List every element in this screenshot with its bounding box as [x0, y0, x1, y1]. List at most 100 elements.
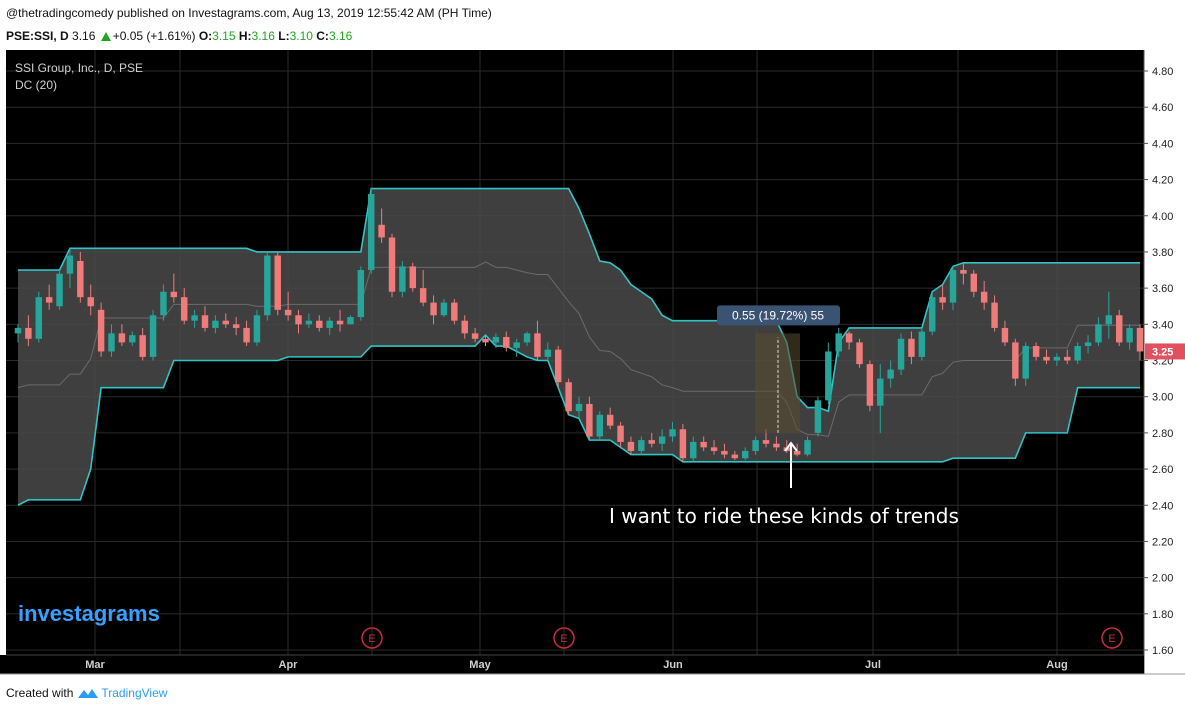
candle	[503, 331, 510, 352]
candle	[877, 364, 884, 433]
candle	[25, 315, 32, 347]
annotation-arrow	[784, 441, 798, 488]
y-tick-label: 2.00	[1152, 573, 1173, 585]
candle	[742, 447, 749, 461]
candle	[929, 291, 936, 336]
footer: Created with TradingView	[6, 686, 167, 700]
candle	[1095, 317, 1102, 347]
candle	[908, 331, 915, 365]
candle	[1032, 342, 1040, 361]
high-label: H:	[238, 29, 252, 43]
candle	[108, 324, 115, 357]
candle	[721, 443, 728, 459]
x-tick-label: Mar	[85, 659, 105, 671]
candle	[617, 422, 624, 448]
ohlc-header: PSE:SSI, D 3.16 +0.05 (+1.61%) O:3.15 H:…	[6, 29, 352, 43]
candle	[679, 423, 687, 462]
candle	[482, 335, 489, 347]
tradingview-link[interactable]: TradingView	[101, 686, 168, 700]
candle	[1064, 349, 1071, 365]
candle	[430, 295, 437, 325]
time-axis[interactable]: Mar Apr May Jun Jul Aug	[0, 654, 1185, 675]
indicator-label[interactable]: DC (20)	[15, 78, 57, 92]
legend-title: SSI Group, Inc., D, PSE	[15, 61, 143, 75]
low-label: L:	[278, 29, 290, 43]
earnings-marker: E	[553, 627, 575, 649]
candle	[648, 432, 655, 448]
candle	[856, 338, 863, 368]
candle	[1084, 335, 1092, 354]
candle	[1001, 320, 1009, 347]
candle	[845, 331, 853, 350]
candle	[700, 436, 707, 451]
candle	[368, 188, 375, 274]
candle	[970, 270, 977, 298]
channel-fill	[18, 188, 1140, 506]
investagrams-logo: investagrams	[18, 601, 160, 626]
svg-text:E: E	[368, 633, 375, 645]
candle	[1074, 342, 1081, 365]
measure-tool: 0.55 (19.72%) 55	[717, 305, 840, 488]
y-tick-label: 2.20	[1152, 536, 1173, 548]
price-change: +0.05 (+1.61%)	[112, 29, 196, 43]
candle	[295, 309, 302, 334]
candle	[710, 440, 718, 455]
candle	[471, 327, 479, 343]
svg-text:E: E	[560, 633, 567, 645]
candle	[555, 346, 562, 388]
x-tick-label: Apr	[279, 659, 299, 671]
candle	[575, 396, 583, 419]
candle	[918, 327, 926, 361]
y-tick-label: 3.80	[1152, 247, 1173, 259]
last-price: 3.16	[72, 29, 96, 43]
candle	[939, 284, 946, 310]
candle	[336, 309, 344, 332]
candle	[1053, 353, 1061, 366]
candle	[284, 291, 292, 321]
candle	[35, 291, 42, 343]
y-tick-label: 3.60	[1152, 283, 1173, 295]
candle	[66, 248, 74, 289]
candle	[326, 317, 333, 336]
x-tick-label: Jul	[865, 659, 881, 671]
candle	[606, 407, 614, 430]
candle	[419, 270, 427, 307]
current-price-marker	[1145, 343, 1185, 360]
candle	[897, 333, 905, 375]
candle	[949, 266, 957, 310]
candle	[669, 422, 676, 442]
high-value: 3.16	[251, 29, 275, 43]
candle	[835, 327, 842, 357]
candle	[222, 313, 229, 328]
candle	[14, 324, 22, 343]
svg-text:E: E	[1108, 633, 1115, 645]
y-tick-label: 4.20	[1152, 175, 1173, 187]
candle	[357, 266, 365, 321]
candle	[264, 251, 271, 321]
candle	[191, 309, 198, 328]
candle	[232, 317, 240, 336]
candle	[1043, 349, 1050, 365]
trend-annotation: I want to ride these kinds of trends	[609, 504, 959, 528]
y-tick-label: 3.40	[1152, 319, 1173, 331]
earnings-marker: E	[1101, 627, 1123, 649]
tradingview-icon	[78, 689, 99, 698]
candle	[627, 436, 635, 455]
candle	[596, 411, 603, 441]
open-value: 3.15	[212, 29, 236, 43]
y-tick-label: 4.40	[1152, 138, 1173, 150]
candle	[388, 233, 396, 298]
candle	[87, 284, 94, 316]
candle	[1136, 324, 1144, 361]
candle	[1116, 309, 1123, 347]
price-chart[interactable]: 0.55 (19.72%) 55 4.80 4.60 4.40 4.20 4.00 3.8…	[0, 50, 1185, 676]
candle	[991, 295, 998, 332]
candle	[565, 378, 572, 415]
y-tick-label: 2.40	[1152, 500, 1173, 512]
candle	[866, 360, 874, 412]
y-tick-label: 4.60	[1152, 102, 1173, 114]
candle	[378, 208, 385, 243]
candle	[451, 298, 458, 325]
price-axis[interactable]: 4.804.604.404.204.003.803.603.403.203.00…	[1143, 50, 1185, 674]
candle	[149, 309, 157, 361]
